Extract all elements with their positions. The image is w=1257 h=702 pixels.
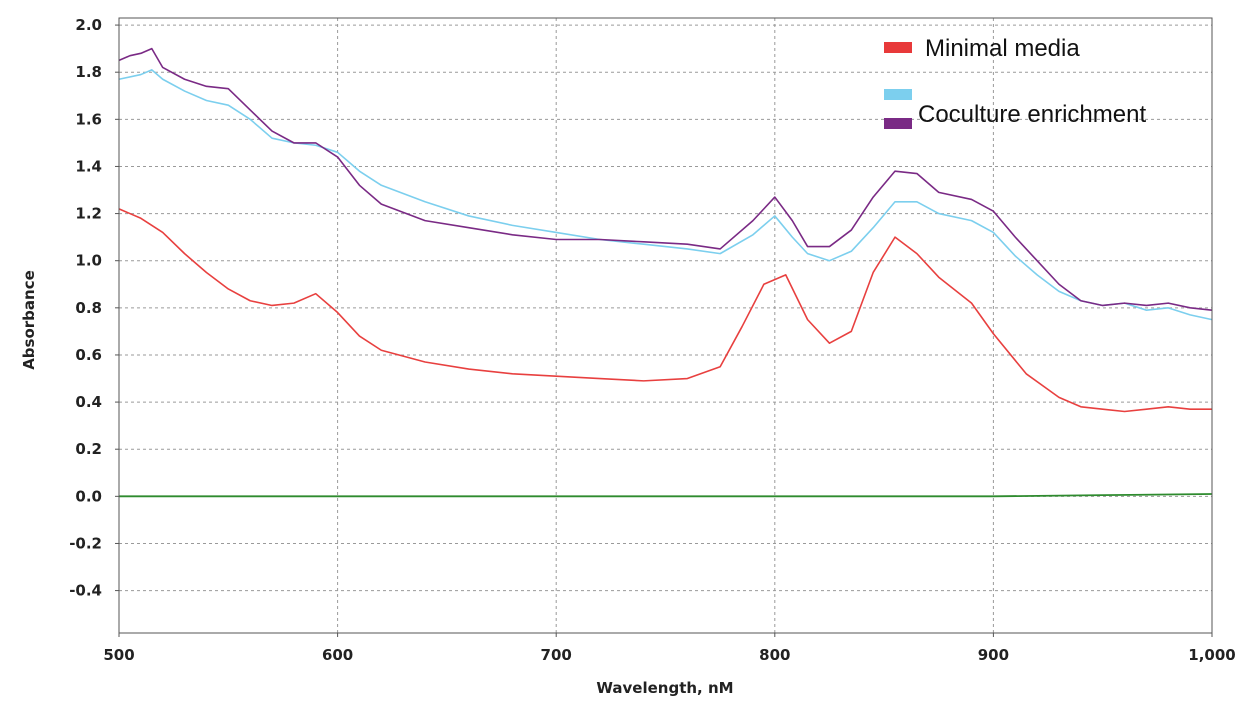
- legend: Minimal media Coculture enrichment: [884, 35, 1146, 129]
- baseline-line: [119, 493, 1213, 498]
- legend-swatch-minimal-media: [884, 42, 912, 53]
- coculture-dark-line: [118, 47, 1213, 311]
- y-tick-label: 0.4: [75, 393, 102, 411]
- y-tick-label: -0.4: [69, 582, 102, 600]
- x-tick-label: 900: [978, 646, 1009, 664]
- legend-swatch-coculture-dark: [884, 118, 912, 129]
- series-layer: [118, 47, 1213, 498]
- x-tick-label: 700: [541, 646, 572, 664]
- y-tick-label: 1.6: [75, 110, 102, 128]
- tick-layer: 500 600 700 800 900 1,000 2.0 1.8 1.6 1.4 1.2 1.0 0.…: [69, 16, 1236, 664]
- x-axis-title: Wavelength, nM: [596, 679, 733, 697]
- x-tick-label: 1,000: [1188, 646, 1235, 664]
- coculture-light-line: [118, 69, 1213, 321]
- y-tick-label: 0.0: [75, 487, 102, 505]
- plot-frame: [118, 17, 1213, 634]
- y-tick-label: -0.2: [69, 534, 102, 552]
- minimal-media-line: [118, 208, 1212, 413]
- x-tick-label: 800: [759, 646, 790, 664]
- y-tick-label: 0.8: [75, 299, 102, 317]
- y-tick-label: 0.2: [75, 440, 102, 458]
- x-tick-label: 500: [103, 646, 134, 664]
- y-tick-label: 1.0: [75, 252, 102, 270]
- x-tick-label: 600: [322, 646, 353, 664]
- y-tick-label: 2.0: [75, 16, 102, 34]
- legend-swatch-coculture-light: [884, 89, 912, 100]
- y-tick-label: 0.6: [75, 346, 102, 364]
- y-tick-label: 1.8: [75, 63, 102, 81]
- y-tick-label: 1.2: [75, 205, 102, 223]
- legend-label-coculture-enrichment: Coculture enrichment: [918, 101, 1146, 128]
- legend-label-minimal-media: Minimal media: [925, 35, 1080, 62]
- y-axis-title: Absorbance: [20, 270, 38, 370]
- y-tick-label: 1.4: [75, 157, 102, 175]
